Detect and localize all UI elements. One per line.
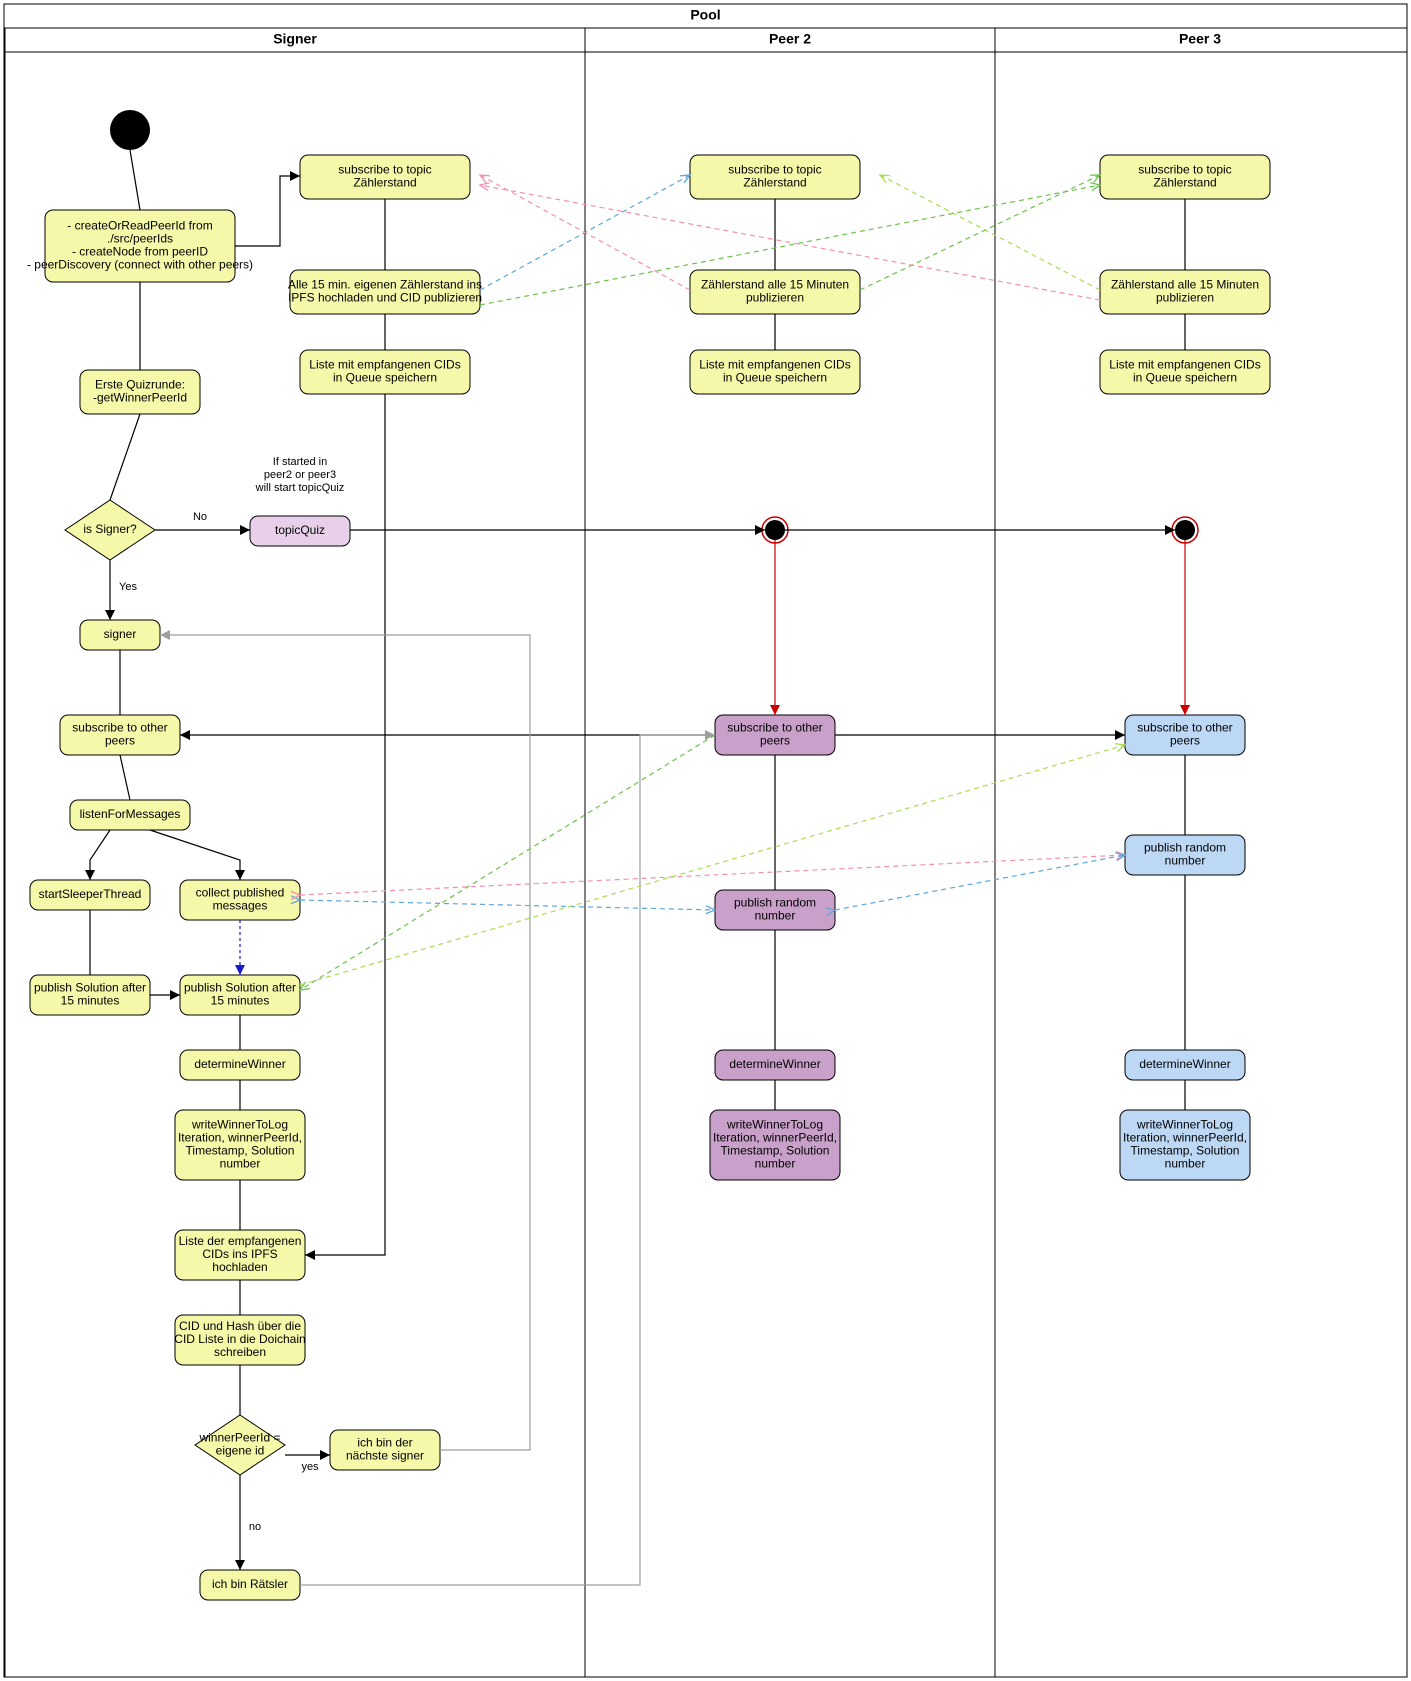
node-pubRandP3-label: number bbox=[1165, 854, 1206, 868]
node-alle15P3-label: Zählerstand alle 15 Minuten bbox=[1111, 278, 1259, 292]
edge-43 bbox=[880, 175, 1100, 290]
lane-title-peer3: Peer 3 bbox=[1179, 31, 1221, 47]
lane-title-peer2: Peer 2 bbox=[769, 31, 811, 47]
node-signer-label: signer bbox=[104, 627, 137, 641]
node-writeWinP2-label: writeWinnerToLog bbox=[726, 1118, 823, 1132]
node-detWinP2-label: determineWinner bbox=[729, 1057, 820, 1071]
node-pubRandP2-label: publish random bbox=[734, 896, 816, 910]
node-alle15S-label: Alle 15 min. eigenen Zählerstand ins bbox=[288, 278, 482, 292]
node-detWinP3-label: determineWinner bbox=[1139, 1057, 1230, 1071]
edge-label-13: Yes bbox=[119, 581, 137, 593]
node-dotP3 bbox=[1175, 520, 1195, 540]
node-cidQueueS-label: in Queue speichern bbox=[333, 371, 437, 385]
node-winnerDiamond-label: eigene id bbox=[216, 1444, 265, 1458]
edge-0 bbox=[130, 150, 140, 210]
node-cidQueueS-label: Liste mit empfangenen CIDs bbox=[309, 358, 460, 372]
node-cidQueueP2-label: Liste mit empfangenen CIDs bbox=[699, 358, 850, 372]
edge-2 bbox=[110, 414, 140, 500]
node-ichRatsler-label: ich bin Rätsler bbox=[212, 1577, 288, 1591]
node-dotP2 bbox=[765, 520, 785, 540]
node-pubSolR-label: publish Solution after bbox=[184, 981, 296, 995]
node-writeWinP3-label: number bbox=[1165, 1157, 1206, 1171]
node-ichSigner-label: nächste signer bbox=[346, 1449, 424, 1463]
node-start bbox=[110, 110, 150, 150]
node-init-label: ./src/peerIds bbox=[107, 232, 173, 246]
node-pubRandP2-label: number bbox=[755, 909, 796, 923]
diagram-canvas: Pool Signer Peer 2 Peer 3 If started inpeer2… bbox=[0, 0, 1411, 1681]
node-cidHash-label: CID und Hash über die bbox=[179, 1319, 301, 1333]
node-subOtherS-label: subscribe to other bbox=[72, 721, 167, 735]
node-ichSigner-label: ich bin der bbox=[357, 1436, 412, 1450]
node-subTopicS-label: Zählerstand bbox=[353, 176, 416, 190]
node-subTopicP3-label: subscribe to topic bbox=[1138, 163, 1231, 177]
node-startSleeper-label: startSleeperThread bbox=[39, 887, 142, 901]
node-collectPub-label: messages bbox=[213, 899, 268, 913]
node-writeWinP3-label: writeWinnerToLog bbox=[1136, 1118, 1233, 1132]
node-subOtherP3-label: subscribe to other bbox=[1137, 721, 1232, 735]
node-subOtherP2-label: subscribe to other bbox=[727, 721, 822, 735]
note-topicquiz: will start topicQuiz bbox=[255, 482, 345, 494]
node-ersteQuiz-label: -getWinnerPeerId bbox=[93, 391, 187, 405]
note-topicquiz: peer2 or peer3 bbox=[264, 469, 336, 481]
edge-48 bbox=[300, 735, 715, 990]
node-cidHash-label: schreiben bbox=[214, 1345, 266, 1359]
node-writeWinP2-label: Iteration, winnerPeerId, bbox=[713, 1131, 837, 1145]
edge-17 bbox=[150, 830, 240, 880]
node-isSigner-label: is Signer? bbox=[83, 522, 137, 536]
node-subOtherP2-label: peers bbox=[760, 734, 790, 748]
node-pubRandP3-label: publish random bbox=[1144, 841, 1226, 855]
node-writeWinS-label: number bbox=[220, 1157, 261, 1171]
pool-title: Pool bbox=[690, 7, 720, 23]
node-alle15P2-label: publizieren bbox=[746, 291, 804, 305]
node-writeWinS-label: Iteration, winnerPeerId, bbox=[178, 1131, 302, 1145]
node-writeWinS-label: writeWinnerToLog bbox=[191, 1118, 288, 1132]
node-writeWinP2-label: number bbox=[755, 1157, 796, 1171]
node-winnerDiamond-label: winnerPeerId = bbox=[198, 1431, 280, 1445]
node-detWinS-label: determineWinner bbox=[194, 1057, 285, 1071]
node-listeCID-label: CIDs ins IPFS bbox=[202, 1247, 277, 1261]
node-listeCID-label: hochladen bbox=[212, 1260, 267, 1274]
node-pubSolR-label: 15 minutes bbox=[211, 994, 270, 1008]
node-listenMsgs-label: listenForMessages bbox=[80, 807, 181, 821]
node-writeWinP3-label: Timestamp, Solution bbox=[1131, 1144, 1240, 1158]
node-pubSolL-label: 15 minutes bbox=[61, 994, 120, 1008]
node-cidQueueP3-label: in Queue speichern bbox=[1133, 371, 1237, 385]
node-subTopicP3-label: Zählerstand bbox=[1153, 176, 1216, 190]
edge-47 bbox=[300, 855, 1125, 895]
edge-15 bbox=[120, 755, 130, 800]
node-subOtherS-label: peers bbox=[105, 734, 135, 748]
node-ersteQuiz-label: Erste Quizrunde: bbox=[95, 378, 185, 392]
note-topicquiz: If started in bbox=[273, 456, 327, 468]
node-cidQueueP2-label: in Queue speichern bbox=[723, 371, 827, 385]
node-init-label: - peerDiscovery (connect with other peer… bbox=[27, 258, 253, 272]
edge-label-10: No bbox=[193, 511, 207, 523]
edge-50 bbox=[835, 855, 1125, 910]
node-writeWinS-label: Timestamp, Solution bbox=[186, 1144, 295, 1158]
node-writeWinP2-label: Timestamp, Solution bbox=[721, 1144, 830, 1158]
edge-label-26: no bbox=[249, 1521, 261, 1533]
node-init-label: - createOrReadPeerId from bbox=[67, 219, 212, 233]
node-pubSolL-label: publish Solution after bbox=[34, 981, 146, 995]
node-alle15P2-label: Zählerstand alle 15 Minuten bbox=[701, 278, 849, 292]
edge-46 bbox=[300, 900, 715, 910]
edge-label-25: yes bbox=[301, 1461, 319, 1473]
node-writeWinP3-label: Iteration, winnerPeerId, bbox=[1123, 1131, 1247, 1145]
node-subTopicS-label: subscribe to topic bbox=[338, 163, 431, 177]
node-collectPub-label: collect published bbox=[196, 886, 285, 900]
lane-title-signer: Signer bbox=[273, 31, 317, 47]
node-subTopicP2-label: subscribe to topic bbox=[728, 163, 821, 177]
node-alle15P3-label: publizieren bbox=[1156, 291, 1214, 305]
edge-3 bbox=[235, 176, 300, 246]
node-cidQueueP3-label: Liste mit empfangenen CIDs bbox=[1109, 358, 1260, 372]
node-init-label: - createNode from peerID bbox=[72, 245, 208, 259]
node-subTopicP2-label: Zählerstand bbox=[743, 176, 806, 190]
node-listeCID-label: Liste der empfangenen bbox=[179, 1234, 302, 1248]
edge-16 bbox=[90, 830, 110, 880]
edge-49 bbox=[300, 745, 1125, 985]
node-topicQuiz-label: topicQuiz bbox=[275, 523, 325, 537]
node-subOtherP3-label: peers bbox=[1170, 734, 1200, 748]
node-alle15S-label: IPFS hochladen und CID publizieren bbox=[288, 291, 482, 305]
node-cidHash-label: CID Liste in die Doichain bbox=[174, 1332, 305, 1346]
